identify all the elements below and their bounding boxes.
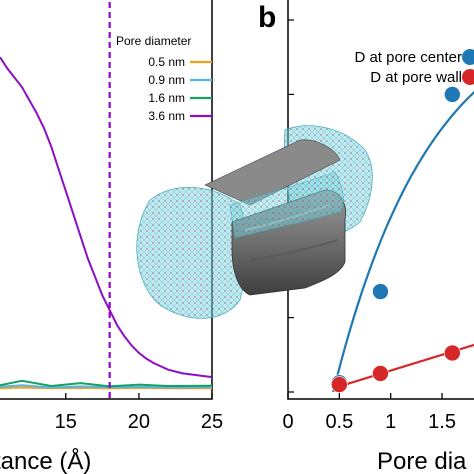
panel-b-center-fit-line: [332, 90, 474, 393]
panel-a-series-line: [0, 379, 213, 388]
panel-b-legend-marker: [462, 49, 474, 65]
panel-a-x-ticks: 15 20 25: [55, 393, 223, 433]
panel-b-points: [331, 86, 461, 393]
panel-a-legend: Pore diameter 0.5 nm 0.9 nm 1.6 nm 3.6 nm: [116, 34, 212, 123]
panel-a-legend-label: 0.5 nm: [148, 55, 185, 69]
panel-a-legend-label: 1.6 nm: [148, 91, 185, 105]
panel-a-x-tick-label: 25: [201, 411, 223, 433]
panel-b-center-point: [444, 86, 461, 103]
panel-b-wall-point: [372, 365, 389, 382]
panel-b-label: b: [258, 1, 276, 34]
panel-b-legend-label: D at pore center: [354, 49, 462, 66]
panel-b-x-tick-label: 1: [385, 411, 396, 433]
panel-a-legend-title: Pore diameter: [116, 34, 191, 48]
panel-a: 15 20 25 tance (Å) Pore diameter 0.5 nm 0.9…: [0, 0, 223, 474]
panel-b-wall-point: [444, 344, 461, 362]
panel-b-legend-marker: [462, 69, 474, 85]
panel-b-x-tick-label: 1.5: [428, 411, 456, 433]
panel-b-wall-point: [331, 376, 348, 393]
pore-structure-illustration: [136, 125, 373, 319]
panel-b-x-tick-label: 0.5: [325, 411, 353, 433]
panel-a-legend-label: 3.6 nm: [148, 109, 185, 123]
panel-a-legend-label: 0.9 nm: [148, 73, 185, 87]
panel-b-legend-label: D at pore wall: [370, 69, 462, 86]
panel-a-x-axis-label: tance (Å): [0, 447, 91, 474]
panel-a-series-line: [0, 56, 213, 379]
panel-a-x-tick-label: 20: [128, 411, 150, 433]
panel-a-x-tick-label: 15: [55, 411, 77, 433]
panel-a-series-line: [0, 384, 213, 389]
panel-b-x-tick-label: 0: [282, 411, 293, 433]
panel-b-x-ticks: 0 0.5 1 1.5: [282, 393, 456, 433]
panel-b-x-axis-label: Pore dia: [377, 448, 467, 474]
panel-a-lines: [0, 56, 213, 390]
panel-b-legend: D at pore center D at pore wall: [354, 49, 474, 86]
panel-b-center-point: [372, 283, 389, 300]
